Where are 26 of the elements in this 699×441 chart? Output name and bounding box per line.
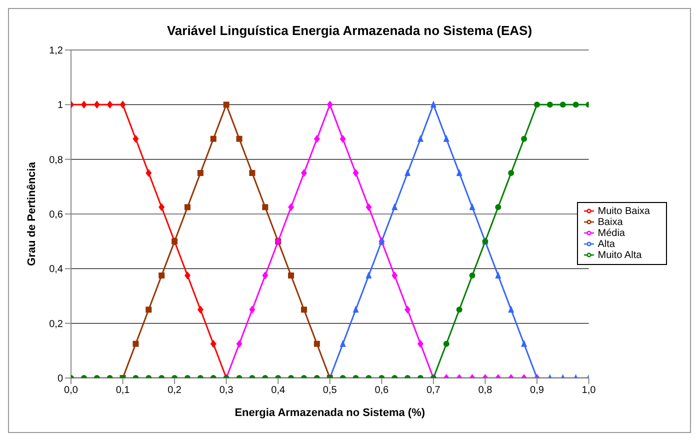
y-tick-label: 0,4 [49, 264, 64, 276]
legend-label: Muito Alta [598, 250, 642, 260]
y-tick-label: 0,2 [49, 318, 64, 330]
y-tick-label: 0,6 [49, 210, 64, 221]
x-tick-label: 0,3 [219, 385, 234, 396]
x-axis-title: Energia Armazenada no Sistema (%) [234, 407, 426, 419]
legend-label: Muito Baixa [598, 206, 650, 216]
x-tick-label: 0,0 [64, 385, 78, 396]
chart-title: Variável Linguística Energia Armazenada no Sistema (EAS) [166, 23, 534, 38]
x-tick-label: 0,4 [271, 385, 286, 396]
legend-label: Baixa [598, 216, 623, 228]
x-tick-label: 0,8 [478, 385, 493, 396]
x-tick-label: 0,5 [322, 385, 338, 396]
x-tick-label: 1,0 [582, 385, 596, 396]
x-tick-label: 0,1 [116, 385, 130, 396]
y-tick-label: 0,8 [49, 154, 64, 166]
x-tick-label: 0,6 [374, 385, 390, 396]
legend-label: Alta [598, 238, 615, 250]
y-tick-label: 1 [57, 100, 64, 112]
x-tick-label: 0,2 [168, 385, 182, 396]
y-axis-title: Grau de Pertinência [26, 161, 38, 266]
x-tick-label: 0,9 [530, 385, 544, 396]
x-tick-label: 0,7 [426, 385, 441, 396]
y-tick-label: 0 [57, 374, 64, 385]
y-tick-label: 1,2 [49, 46, 64, 57]
legend-label: Média [598, 228, 625, 238]
